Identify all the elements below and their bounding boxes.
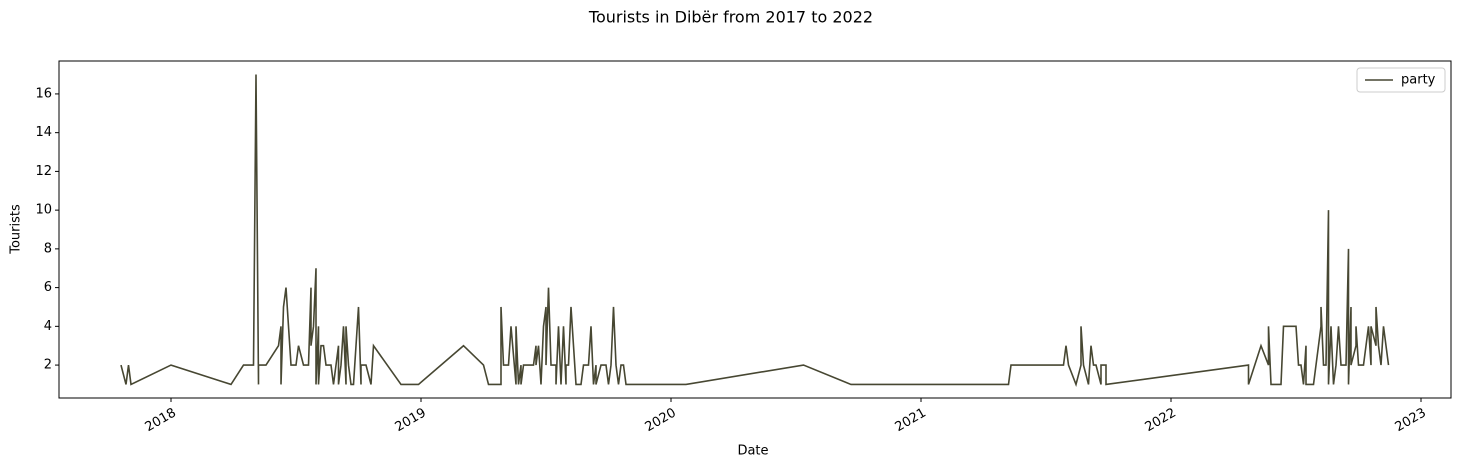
x-tick-label: 2020 (643, 406, 679, 436)
y-axis-label: Tourists (9, 204, 24, 255)
x-axis-label: Date (737, 444, 768, 459)
y-tick-label: 2 (44, 358, 52, 373)
chart-title: Tourists in Dibër from 2017 to 2022 (588, 8, 873, 27)
x-tick-label: 2022 (1143, 406, 1179, 436)
y-tick-label: 10 (35, 203, 52, 218)
legend-box (1356, 67, 1446, 93)
x-tick-label: 2023 (1393, 406, 1429, 436)
plot-frame (58, 60, 1452, 399)
y-tick-label: 16 (35, 86, 52, 101)
y-tick-label: 6 (44, 280, 52, 295)
y-tick-label: 12 (35, 164, 52, 179)
legend-label: party (1401, 73, 1436, 88)
x-tick-label: 2018 (143, 406, 179, 436)
x-tick-label: 2019 (393, 406, 429, 436)
data-line (120, 74, 1390, 388)
y-tick-label: 8 (44, 241, 52, 256)
x-tick-label: 2021 (893, 406, 929, 436)
y-tick-label: 14 (35, 125, 52, 140)
y-tick-label: 4 (44, 319, 52, 334)
